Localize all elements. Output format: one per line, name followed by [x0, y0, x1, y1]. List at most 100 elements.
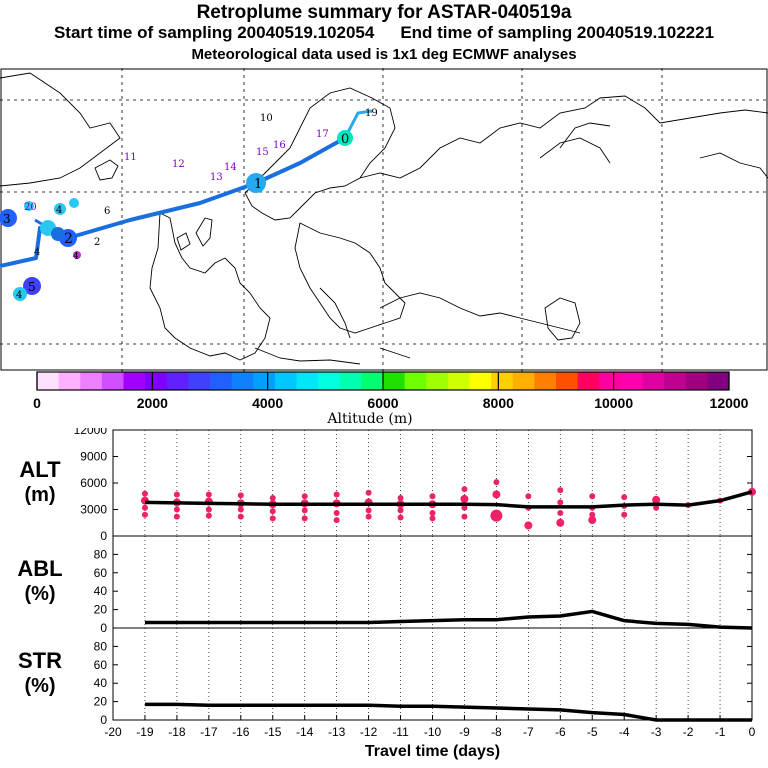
x-tick-label: -12	[360, 725, 378, 739]
y-tick-label: 6000	[80, 476, 107, 490]
start-time-label: Start time of sampling 20040519.102054	[53, 23, 375, 42]
map-label: 15	[256, 147, 269, 158]
colorbar-cell	[556, 372, 579, 390]
map-label: 2	[64, 231, 73, 247]
map-label: 4	[16, 290, 22, 301]
colorbar-tick-labels: 0 2000 4000 6000 8000 10000 12000	[33, 372, 749, 411]
scatter-point	[333, 510, 340, 517]
colorbar-cell	[80, 372, 103, 390]
scatter-point	[429, 493, 436, 500]
map-label: 5	[28, 280, 36, 294]
scatter-point	[205, 512, 212, 519]
x-tick-label: -13	[328, 725, 346, 739]
x-tick-label: -18	[168, 725, 186, 739]
altitude-colorbar: 0 2000 4000 6000 8000 10000 12000 Altitude (m)	[33, 371, 749, 427]
y-tick-label: 80	[94, 639, 108, 653]
colorbar-cell	[123, 372, 146, 390]
map-label: 19	[365, 108, 378, 119]
marker-cluster-b	[51, 227, 65, 241]
abl-panel: 80 60 40 20 0 ABL(%)	[17, 535, 753, 635]
scatter-point	[621, 494, 628, 501]
map-label: 4	[73, 252, 79, 262]
map-label: 2	[94, 237, 100, 248]
colorbar-label: Altitude (m)	[326, 411, 412, 427]
chart-title: Retroplume summary for ASTAR-040519a	[196, 2, 572, 23]
panel-unit: (%)	[24, 583, 55, 605]
colorbar-cell	[145, 372, 168, 390]
map-label: 4	[34, 247, 40, 258]
x-axis: -20 -19 -18 -17 -16 -15 -14 -13 -12 -11 -10 -9 -8 -7-…	[104, 715, 756, 760]
scatter-point	[589, 511, 596, 518]
y-tick-label: 12000	[74, 428, 108, 437]
series-line	[144, 702, 752, 722]
map-label: 3	[3, 212, 11, 226]
scatter-point	[365, 489, 372, 496]
scatter-point	[173, 491, 180, 498]
marker-day-4-south	[73, 251, 81, 259]
scatter-point	[269, 515, 276, 522]
colorbar-tick-label: 0	[33, 395, 41, 411]
colorbar-cell	[101, 372, 124, 390]
colorbar-cell	[188, 372, 211, 390]
map-graticule	[0, 68, 768, 372]
colorbar-tick-label: 8000	[483, 395, 514, 411]
scatter-point	[588, 516, 597, 525]
x-tick-label: -17	[200, 725, 218, 739]
colorbar-cell	[58, 372, 81, 390]
scatter-point	[493, 479, 500, 486]
alt-panel: 12000 9000 6000 3000 0 ALT(m)	[19, 428, 756, 543]
scatter-point	[652, 495, 661, 504]
series-line	[144, 490, 753, 509]
y-tick-label: 0	[100, 621, 107, 635]
colorbar-cell	[166, 372, 189, 390]
colorbar-cell	[37, 372, 60, 390]
scatter-point	[365, 507, 372, 514]
marker-day-4-sw	[13, 287, 27, 301]
sampling-times: Start time of sampling 20040519.102054 En…	[0, 23, 768, 43]
x-tick-label: -3	[651, 725, 662, 739]
colorbar-tick-label: 4000	[252, 395, 283, 411]
scatter-point	[397, 507, 404, 514]
scatter-point	[301, 515, 308, 522]
scatter-point	[333, 517, 340, 524]
marker-day-1	[246, 173, 266, 193]
x-tick-label: -7	[523, 725, 534, 739]
x-tick-label: -4	[619, 725, 630, 739]
trajectory-map: 10 6 4 2 11 12 13 14 15 16 17 20 19 0 1 …	[0, 68, 768, 372]
map-label: 10	[260, 113, 273, 124]
scatter-point	[237, 513, 244, 520]
scatter-point	[525, 493, 532, 500]
y-tick-label: 20	[94, 603, 108, 617]
scatter-point	[589, 493, 596, 500]
scatter-point	[205, 491, 212, 498]
track-line-north	[343, 109, 373, 139]
map-label: 12	[172, 159, 185, 170]
y-tick-label: 60	[94, 566, 108, 580]
colorbar-cell	[491, 372, 514, 390]
colorbar-cell	[447, 372, 470, 390]
map-label: 4	[56, 205, 62, 216]
colorbar-cell	[512, 372, 535, 390]
colorbar-cell	[361, 372, 384, 390]
colorbar-cell	[469, 372, 492, 390]
marker-day-0	[337, 130, 353, 146]
map-label: 6	[104, 206, 110, 217]
colorbar-cell	[383, 372, 406, 390]
scatter-point	[237, 506, 244, 513]
scatter-point	[173, 506, 180, 513]
y-tick-label: 0	[100, 529, 107, 543]
x-tick-label: -20	[104, 725, 122, 739]
x-tick-label: -11	[392, 725, 409, 739]
scatter-point	[490, 509, 503, 522]
colorbar-cell	[620, 372, 643, 390]
colorbar-cell	[707, 372, 730, 390]
scatter-point	[556, 518, 565, 527]
scatter-point	[557, 499, 564, 506]
map-frame	[0, 68, 768, 371]
marker-day-4-west	[54, 203, 66, 215]
trajectory-markers	[0, 130, 353, 301]
panel-label: ALT	[19, 457, 61, 482]
scatter-point	[429, 510, 436, 517]
map-label: 11	[124, 152, 137, 163]
